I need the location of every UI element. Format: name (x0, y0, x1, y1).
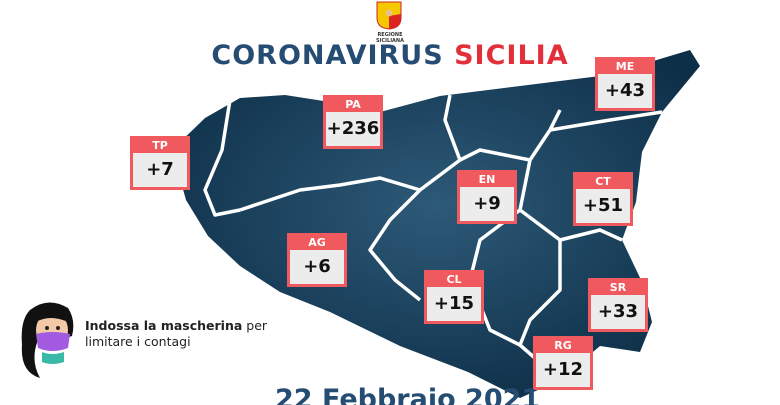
page-title: CORONAVIRUS SICILIA (211, 40, 569, 71)
badge-rg: RG +12 (533, 336, 593, 390)
badge-en: EN +9 (457, 170, 517, 224)
island-shape (172, 50, 700, 398)
logo-text: REGIONE SICILIANA (376, 32, 404, 44)
date-label: 22 Febbraio 2021 (275, 384, 541, 405)
badge-me: ME +43 (595, 57, 655, 111)
badge-ct: CT +51 (573, 172, 633, 226)
badge-pa: PA +236 (323, 95, 383, 149)
woman-with-mask-icon (21, 302, 74, 378)
mask-advice: Indossa la mascherina per limitare i con… (85, 318, 268, 349)
badge-sr: SR +33 (588, 278, 648, 332)
regione-siciliana-logo (376, 1, 402, 30)
badge-tp: TP +7 (130, 136, 190, 190)
badge-cl: CL +15 (424, 270, 484, 324)
badge-ag: AG +6 (287, 233, 347, 287)
province-borders (203, 94, 663, 382)
